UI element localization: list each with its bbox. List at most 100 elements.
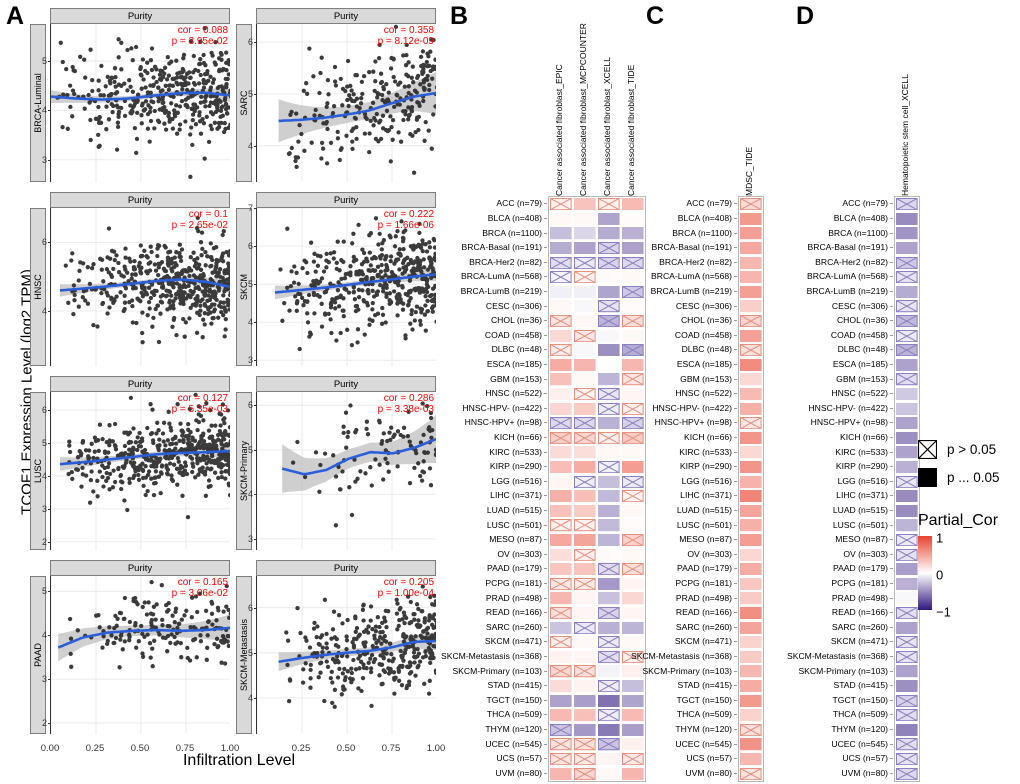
heatmap-cell[interactable]: [896, 504, 918, 517]
heatmap-cell[interactable]: [598, 271, 620, 284]
heatmap-cell[interactable]: [896, 212, 918, 225]
heatmap-cell[interactable]: [740, 475, 762, 488]
heatmap-cell[interactable]: [574, 504, 596, 517]
heatmap-cell[interactable]: [598, 256, 620, 269]
heatmap-cell[interactable]: [896, 329, 918, 342]
heatmap-cell[interactable]: [740, 315, 762, 328]
heatmap-cell[interactable]: [550, 315, 572, 328]
heatmap-cell[interactable]: [622, 402, 644, 415]
heatmap-cell[interactable]: [550, 665, 572, 678]
heatmap-cell[interactable]: [896, 519, 918, 532]
heatmap-cell[interactable]: [622, 563, 644, 576]
heatmap-cell[interactable]: [574, 271, 596, 284]
heatmap-cell[interactable]: [550, 636, 572, 649]
heatmap-cell[interactable]: [598, 767, 620, 780]
heatmap-cell[interactable]: [740, 548, 762, 561]
heatmap-cell[interactable]: [598, 490, 620, 503]
heatmap-cell[interactable]: [622, 665, 644, 678]
heatmap-cell[interactable]: [574, 563, 596, 576]
heatmap-cell[interactable]: [740, 592, 762, 605]
heatmap-cell[interactable]: [896, 417, 918, 430]
heatmap-cell[interactable]: [574, 709, 596, 722]
heatmap-cell[interactable]: [896, 592, 918, 605]
heatmap-cell[interactable]: [740, 636, 762, 649]
heatmap-cell[interactable]: [574, 767, 596, 780]
heatmap-cell[interactable]: [896, 461, 918, 474]
heatmap-cell[interactable]: [896, 621, 918, 634]
heatmap-cell[interactable]: [740, 563, 762, 576]
heatmap-cell[interactable]: [896, 242, 918, 255]
heatmap-cell[interactable]: [740, 344, 762, 357]
heatmap-cell[interactable]: [896, 271, 918, 284]
heatmap-cell[interactable]: [896, 563, 918, 576]
heatmap-cell[interactable]: [598, 504, 620, 517]
heatmap-cell[interactable]: [740, 767, 762, 780]
heatmap-cell[interactable]: [622, 475, 644, 488]
heatmap-cell[interactable]: [598, 315, 620, 328]
heatmap-cell[interactable]: [896, 548, 918, 561]
heatmap-cell[interactable]: [622, 519, 644, 532]
heatmap-cell[interactable]: [622, 285, 644, 298]
heatmap-cell[interactable]: [598, 461, 620, 474]
heatmap-cell[interactable]: [574, 329, 596, 342]
heatmap-cell[interactable]: [574, 358, 596, 371]
heatmap-cell[interactable]: [574, 723, 596, 736]
heatmap-cell[interactable]: [550, 694, 572, 707]
heatmap-cell[interactable]: [598, 344, 620, 357]
heatmap-cell[interactable]: [598, 446, 620, 459]
heatmap-cell[interactable]: [598, 694, 620, 707]
heatmap-cell[interactable]: [740, 607, 762, 620]
heatmap-cell[interactable]: [622, 680, 644, 693]
heatmap-cell[interactable]: [740, 329, 762, 342]
heatmap-cell[interactable]: [896, 227, 918, 240]
heatmap-cell[interactable]: [896, 402, 918, 415]
heatmap-cell[interactable]: [896, 475, 918, 488]
heatmap-cell[interactable]: [622, 373, 644, 386]
heatmap-cell[interactable]: [598, 709, 620, 722]
heatmap-cell[interactable]: [598, 592, 620, 605]
heatmap-cell[interactable]: [598, 534, 620, 547]
heatmap-cell[interactable]: [574, 344, 596, 357]
heatmap-cell[interactable]: [598, 665, 620, 678]
heatmap-cell[interactable]: [550, 198, 572, 211]
heatmap-cell[interactable]: [740, 417, 762, 430]
heatmap-cell[interactable]: [622, 548, 644, 561]
heatmap-cell[interactable]: [622, 198, 644, 211]
heatmap-cell[interactable]: [550, 534, 572, 547]
heatmap-cell[interactable]: [574, 636, 596, 649]
heatmap-cell[interactable]: [896, 534, 918, 547]
heatmap-cell[interactable]: [896, 344, 918, 357]
heatmap-cell[interactable]: [550, 329, 572, 342]
heatmap-cell[interactable]: [622, 344, 644, 357]
heatmap-cell[interactable]: [598, 680, 620, 693]
heatmap-cell[interactable]: [896, 650, 918, 663]
heatmap-cell[interactable]: [550, 402, 572, 415]
heatmap-cell[interactable]: [550, 548, 572, 561]
heatmap-cell[interactable]: [896, 680, 918, 693]
heatmap-cell[interactable]: [550, 592, 572, 605]
heatmap-cell[interactable]: [740, 753, 762, 766]
heatmap-cell[interactable]: [740, 461, 762, 474]
heatmap-cell[interactable]: [598, 738, 620, 751]
heatmap-cell[interactable]: [598, 636, 620, 649]
heatmap-cell[interactable]: [574, 650, 596, 663]
heatmap-cell[interactable]: [896, 388, 918, 401]
heatmap-cell[interactable]: [598, 519, 620, 532]
heatmap-cell[interactable]: [740, 388, 762, 401]
heatmap-cell[interactable]: [896, 373, 918, 386]
heatmap-cell[interactable]: [622, 694, 644, 707]
heatmap-cell[interactable]: [550, 504, 572, 517]
heatmap-cell[interactable]: [622, 592, 644, 605]
heatmap-cell[interactable]: [550, 767, 572, 780]
heatmap-cell[interactable]: [740, 504, 762, 517]
heatmap-cell[interactable]: [550, 723, 572, 736]
heatmap-cell[interactable]: [550, 680, 572, 693]
heatmap-cell[interactable]: [622, 300, 644, 313]
heatmap-cell[interactable]: [574, 519, 596, 532]
heatmap-cell[interactable]: [896, 665, 918, 678]
heatmap-cell[interactable]: [574, 490, 596, 503]
heatmap-cell[interactable]: [622, 621, 644, 634]
heatmap-cell[interactable]: [896, 709, 918, 722]
heatmap-cell[interactable]: [896, 446, 918, 459]
heatmap-cell[interactable]: [896, 738, 918, 751]
